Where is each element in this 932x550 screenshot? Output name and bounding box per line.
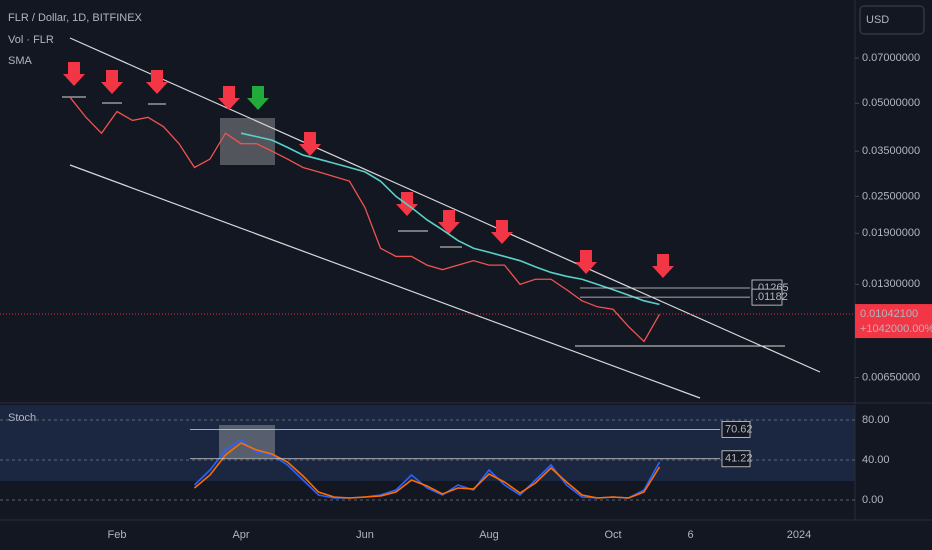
stoch-title: Stoch <box>8 412 36 424</box>
currency-button[interactable] <box>859 5 925 35</box>
chart-title: FLR / Dollar, 1D, BITFINEX <box>8 12 143 24</box>
y-tick-label: 0.05000000 <box>862 97 920 109</box>
legend-sma: SMA <box>8 55 33 67</box>
series-line <box>240 132 660 306</box>
peak-marks <box>62 96 785 347</box>
x-tick-label: 2024 <box>787 529 811 541</box>
highlight-box <box>220 118 275 165</box>
level-label: .01182 <box>755 291 788 303</box>
y-tick-label: 0.03500000 <box>862 145 920 157</box>
y-tick-label: 0.07000000 <box>862 52 920 64</box>
last-price-box <box>855 304 932 339</box>
stoch-band <box>0 405 855 481</box>
level-label-box <box>721 420 751 438</box>
x-tick-label: Apr <box>232 529 249 541</box>
level-label-box <box>721 450 751 468</box>
channel-lower <box>69 164 701 399</box>
level-label-box <box>751 288 783 306</box>
series-line <box>193 442 661 499</box>
y-tick-label: 0.02500000 <box>862 190 920 202</box>
level-label: 41.22 <box>725 453 753 465</box>
currency[interactable]: USD <box>866 14 889 26</box>
y-tick-label: 0.00 <box>862 494 883 506</box>
series-line <box>193 439 661 499</box>
x-tick-label: Oct <box>604 529 621 541</box>
volume-label: Vol · FLR <box>8 34 54 46</box>
x-tick-label: 6 <box>687 529 693 541</box>
change-label: +1042000.00% <box>860 323 932 335</box>
y-tick-label: 80.00 <box>862 414 890 426</box>
series-line <box>69 97 661 343</box>
y-tick-label: 0.00650000 <box>862 371 920 383</box>
signal-arrows <box>63 62 674 278</box>
x-tick-label: Aug <box>479 529 499 541</box>
channel-upper <box>69 37 821 373</box>
y-tick-label: 40.00 <box>862 454 890 466</box>
level-label: 70.62 <box>725 423 753 435</box>
x-tick-label: Jun <box>356 529 374 541</box>
x-tick-label: Feb <box>108 529 127 541</box>
y-tick-label: 0.01300000 <box>862 278 920 290</box>
y-tick-label: 0.01900000 <box>862 227 920 239</box>
last-price-label: 0.01042100 <box>860 308 918 320</box>
